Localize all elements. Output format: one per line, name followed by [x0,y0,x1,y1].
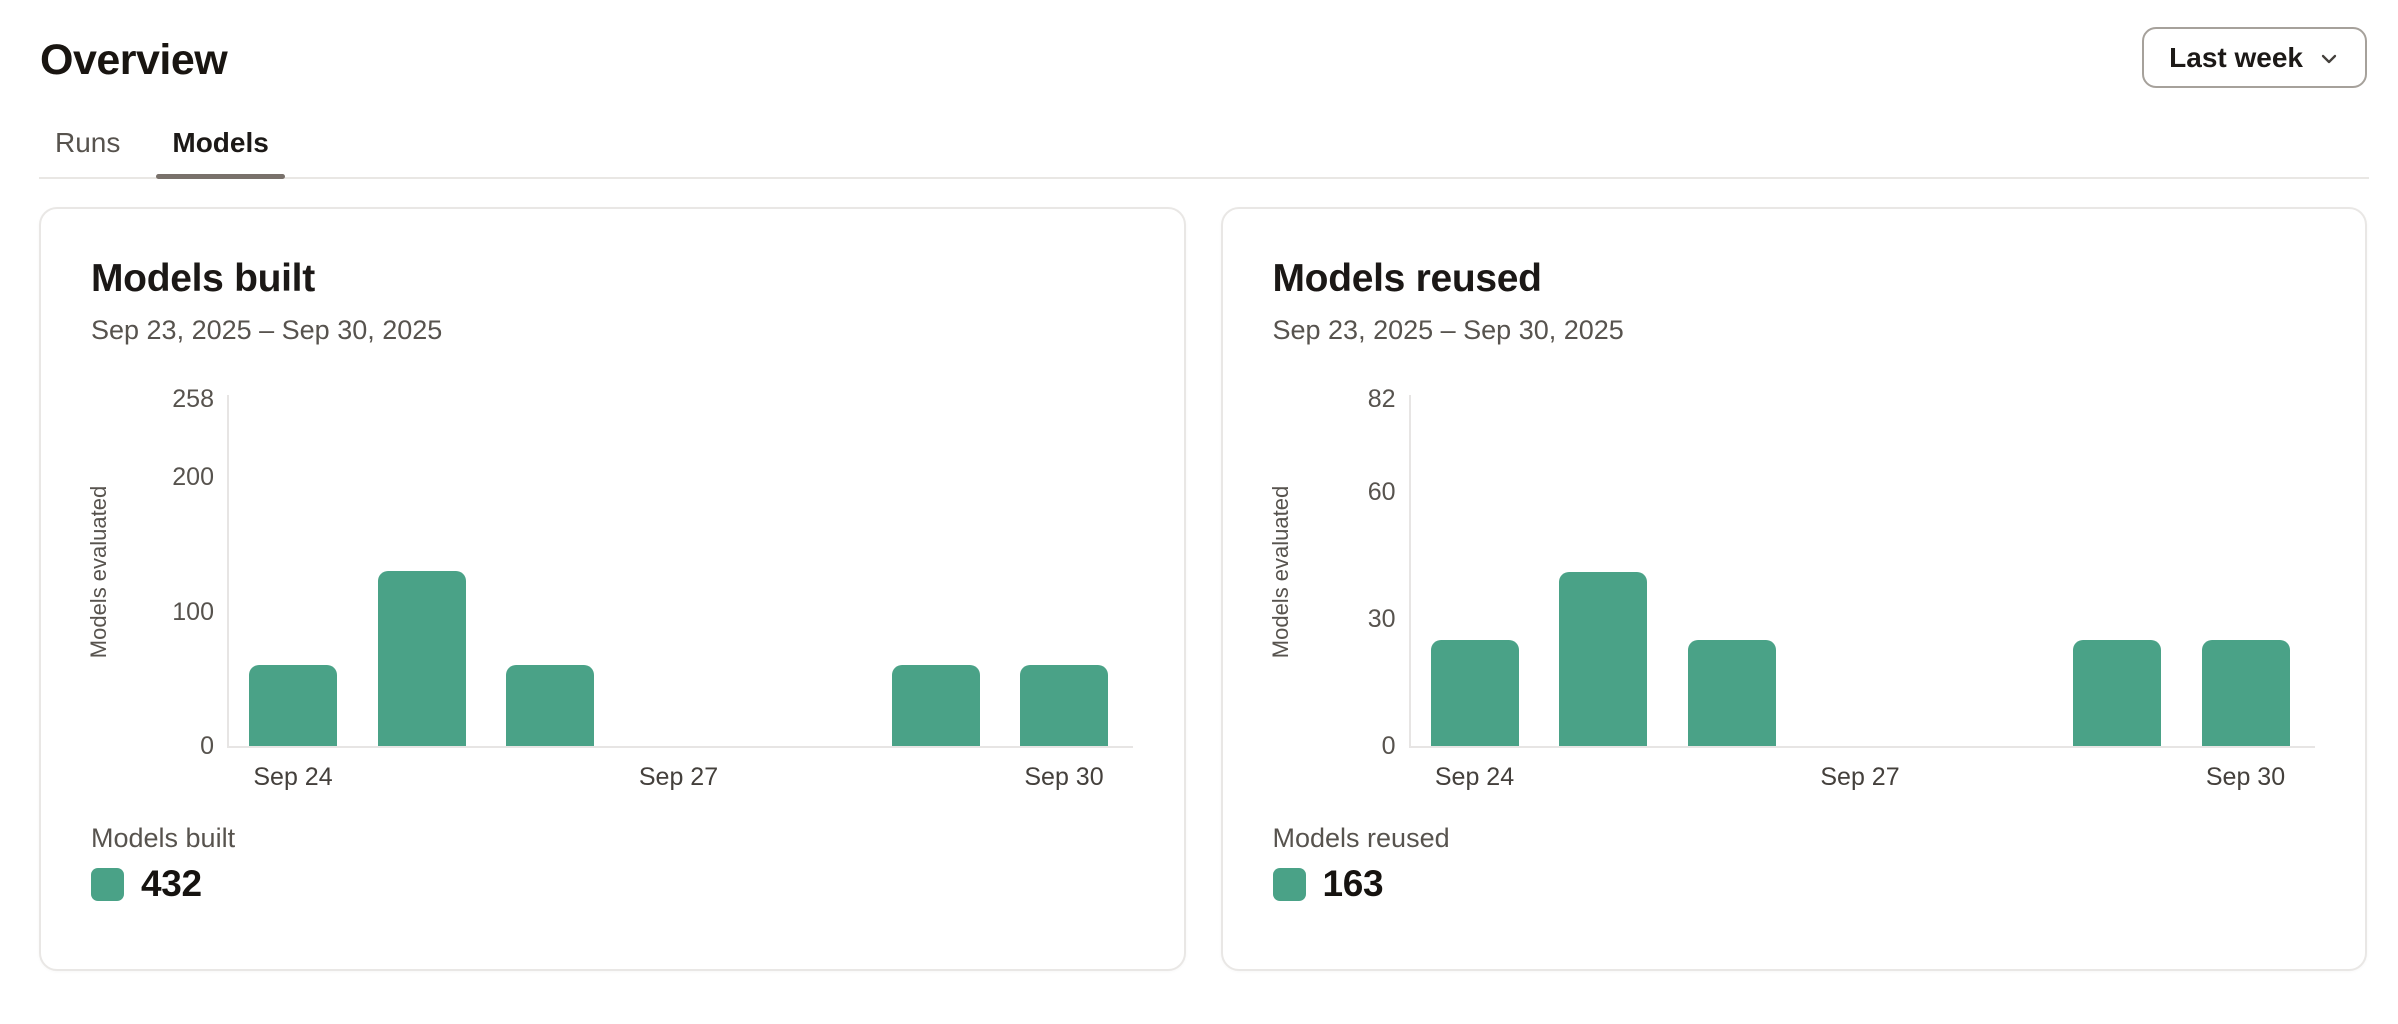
tab-runs-label: Runs [55,127,121,158]
legend-total-value: 432 [141,863,202,904]
legend-row: 163 [1272,863,1384,905]
models-reused-chart: Models evaluated 0 30 60 82 Sep 24 Sep 27 Sep … [1223,209,2366,969]
bar-sep-26[interactable] [506,665,594,746]
y-axis-line [1408,395,1411,746]
x-tick-label: Sep 27 [1820,763,1900,791]
bar-sep-25[interactable] [377,571,466,746]
y-tick-label: 200 [172,463,214,491]
bar-sep-24[interactable] [1430,640,1519,746]
models-built-card: Models built Sep 23, 2025 – Sep 30, 2025… [39,207,1186,971]
x-axis-line [227,746,1133,748]
chevron-down-icon [2321,54,2337,64]
bar-sep-29[interactable] [2073,640,2161,746]
tab-runs[interactable]: Runs [39,126,136,177]
legend-swatch [1272,867,1306,901]
y-tick-label: 30 [1367,605,1396,634]
card-title: Models built [91,257,315,300]
page-title: Overview [40,36,228,84]
bar-sep-30[interactable] [1020,665,1108,746]
models-built-chart: Models evaluated 0 100 200 258 Sep 24 Sep 27 S… [41,209,1184,969]
y-axis-line [227,395,229,746]
x-tick-label: Sep 24 [1434,763,1515,791]
tab-models-label: Models [172,127,269,158]
bar-sep-25[interactable] [1559,572,1647,746]
x-tick-label: Sep 30 [2205,763,2286,791]
cards-row: Models built Sep 23, 2025 – Sep 30, 2025… [39,207,2367,971]
legend-total-value: 163 [1322,863,1384,904]
card-date-range: Sep 23, 2025 – Sep 30, 2025 [91,315,443,345]
y-axis-label: Models evaluated [86,485,111,659]
period-dropdown[interactable]: Last week [2142,27,2367,88]
y-tick-label: 0 [1381,732,1396,760]
tab-models[interactable]: Models [156,126,286,179]
models-reused-card: Models reused Sep 23, 2025 – Sep 30, 202… [1220,207,2367,971]
legend-row: 432 [91,863,202,905]
legend-swatch [91,867,124,901]
legend-label: Models built [91,823,236,853]
card-title: Models reused [1272,257,1542,300]
y-tick-label: 100 [172,597,214,626]
legend-label: Models reused [1272,823,1450,853]
y-tick-label: 258 [172,385,214,413]
card-date-range: Sep 23, 2025 – Sep 30, 2025 [1272,315,1624,345]
y-tick-label: 82 [1367,385,1396,413]
x-axis-line [1408,746,2315,748]
x-tick-label: Sep 27 [638,763,719,791]
x-tick-label: Sep 30 [1024,763,1104,791]
y-tick-label: 0 [200,732,214,760]
bar-sep-29[interactable] [891,665,980,746]
bar-sep-30[interactable] [2201,640,2290,746]
tab-bar: Runs Models [39,126,2369,179]
y-axis-label: Models evaluated [1267,485,1293,659]
bar-sep-26[interactable] [1687,640,1776,746]
y-tick-label: 60 [1367,478,1396,507]
period-dropdown-label: Last week [2169,41,2303,73]
x-tick-label: Sep 24 [253,763,333,791]
bar-sep-24[interactable] [249,665,337,746]
